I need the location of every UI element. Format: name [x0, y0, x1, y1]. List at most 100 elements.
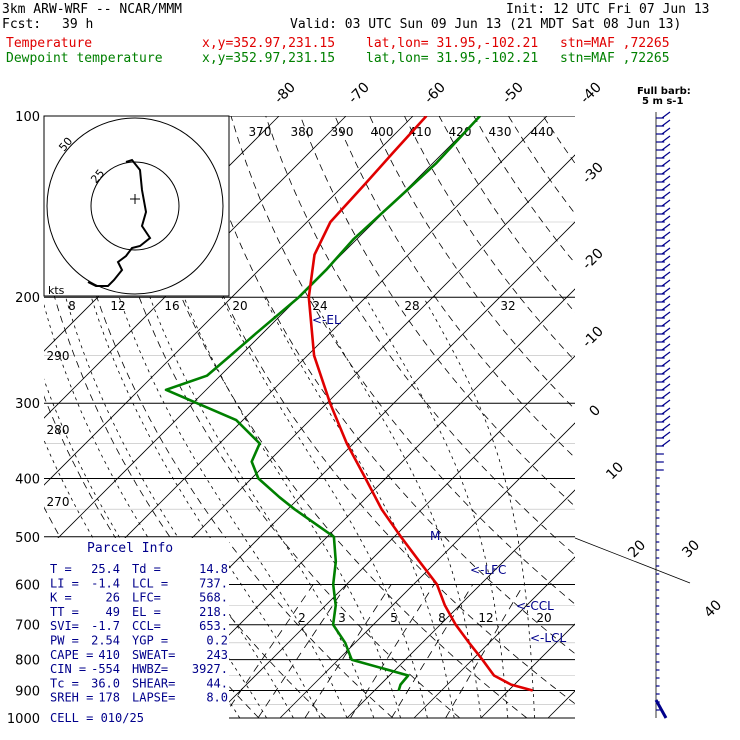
dry-adiabat: [300, 116, 575, 507]
wind-barb-flag: [661, 391, 671, 399]
isotherm-line: [547, 690, 575, 719]
wind-barb-flag: [661, 351, 671, 359]
moist-adiabat: [90, 297, 321, 719]
pressure-tick-label: 500: [15, 531, 40, 546]
parcel-key: CAPE =: [50, 648, 93, 662]
moist-adiabat-label: 24: [312, 299, 327, 313]
mixing-ratio-label: 20: [536, 611, 551, 625]
wind-barb-flag: [661, 263, 671, 271]
mixing-ratio-line: [350, 584, 435, 719]
parcel-key: LAPSE=: [132, 691, 175, 705]
dew-latlon: lat,lon= 31.95,-102.21: [366, 51, 539, 66]
wind-barb-flag: [661, 407, 671, 415]
isotherm-line: [615, 116, 740, 718]
pressure-tick-label: 400: [15, 472, 40, 487]
isotherm-line: [212, 355, 575, 719]
parcel-key: HWBZ=: [132, 662, 168, 676]
parcel-value: 26: [106, 591, 120, 605]
wind-barb-flag: [661, 399, 671, 407]
pressure-tick-label: 800: [15, 654, 40, 669]
moist-adiabat-label: 16: [164, 299, 179, 313]
isotherm-line: [44, 116, 347, 419]
isotherm-label: 40: [701, 597, 725, 621]
parcel-value: 2.54: [91, 634, 120, 648]
level-annotation: <-EL: [312, 313, 341, 327]
dry-adiabat: [195, 116, 575, 655]
parcel-value: 49: [106, 605, 120, 619]
wind-barb-flag: [661, 223, 671, 231]
pressure-tick-label: 900: [15, 684, 40, 699]
isotherm-label: -20: [579, 245, 606, 272]
level-annotation: <-LCL: [530, 631, 566, 645]
dry-adiabat: [369, 116, 575, 410]
wind-barb-flag: [661, 167, 671, 175]
wind-barb-flag: [661, 287, 671, 295]
parcel-key: CCL=: [132, 619, 161, 633]
dry-adiabat-label: 390: [331, 125, 354, 139]
dew-xy: x,y=352.97,231.15: [202, 51, 336, 66]
forecast-label: Fcst:: [2, 17, 42, 32]
mixing-ratio-line: [445, 584, 525, 719]
init-time: Init: 12 UTC Fri 07 Jun 13: [506, 2, 710, 17]
dry-adiabat: [91, 116, 461, 719]
wind-barb-flag: [661, 335, 671, 343]
dry-adiabat: [438, 116, 575, 313]
dry-adiabat-label: 420: [449, 125, 472, 139]
isotherm-line: [145, 288, 575, 719]
dry-adiabat: [230, 116, 575, 605]
wind-panel-subtitle: 5 m s-1: [642, 96, 683, 107]
temp-xy: x,y=352.97,231.15: [202, 36, 336, 51]
wind-barb-flag: [661, 127, 671, 135]
dry-adiabat-label: 440: [531, 125, 554, 139]
isotherm-line: [346, 489, 575, 719]
parcel-info-title: Parcel Info: [87, 541, 173, 556]
level-annotation: <-CCL: [516, 599, 554, 613]
wind-barb-flag: [661, 303, 671, 311]
temperature-trace: [307, 116, 534, 692]
wind-barb-flag: [661, 439, 671, 447]
parcel-value: 44.: [206, 676, 228, 690]
isotherm-label: -80: [271, 79, 298, 106]
isotherm-label: -70: [345, 79, 372, 106]
mixing-ratio-line: [222, 584, 314, 719]
moist-adiabat-label: 20: [232, 299, 247, 313]
parcel-key: LCL =: [132, 576, 168, 590]
hodo-ring-inner: [90, 161, 180, 251]
dew-station: stn=MAF ,72265: [560, 51, 670, 66]
isotherm-line: [413, 556, 575, 719]
dry-adiabat: [404, 116, 575, 362]
parcel-value: 243: [206, 648, 228, 662]
wind-barb-flag: [661, 191, 671, 199]
isotherm-label: 20: [625, 537, 649, 561]
wind-barb-flag: [661, 431, 671, 439]
hodo-units: kts: [48, 284, 65, 297]
parcel-value: 36.0: [91, 676, 120, 690]
wind-barb-flag: [661, 175, 671, 183]
parcel-value: 0.2: [206, 634, 228, 648]
forecast-value: 39 h: [62, 17, 94, 32]
parcel-value: 568.: [199, 591, 228, 605]
mixing-ratio-line: [257, 584, 348, 719]
mixing-ratio-label: 12: [478, 611, 493, 625]
wind-barb-flag: [661, 255, 671, 263]
dry-adiabat-label: 370: [249, 125, 272, 139]
wind-barb-flag: [661, 279, 671, 287]
wind-barb-flag: [661, 151, 671, 159]
parcel-key: PW =: [50, 634, 79, 648]
dry-adiabat: [542, 116, 575, 164]
moist-adiabat: [183, 297, 401, 719]
pressure-tick-label: 1000: [7, 712, 40, 727]
wind-barb-flag: [661, 359, 671, 367]
moist-adiabat-label: 8: [68, 299, 76, 313]
isotherm-label: -50: [499, 79, 526, 106]
pressure-tick-label: 700: [15, 619, 40, 634]
wind-barb-flag: [661, 239, 671, 247]
parcel-key: LFC=: [132, 591, 161, 605]
parcel-key: K =: [50, 591, 72, 605]
wind-boundary: [574, 537, 691, 584]
moist-adiabat: [149, 297, 375, 719]
isotherm-line: [44, 116, 414, 486]
parcel-key: SHEAR=: [132, 676, 175, 690]
wind-barb-flag: [661, 383, 671, 391]
dry-adiabat: [126, 116, 528, 719]
